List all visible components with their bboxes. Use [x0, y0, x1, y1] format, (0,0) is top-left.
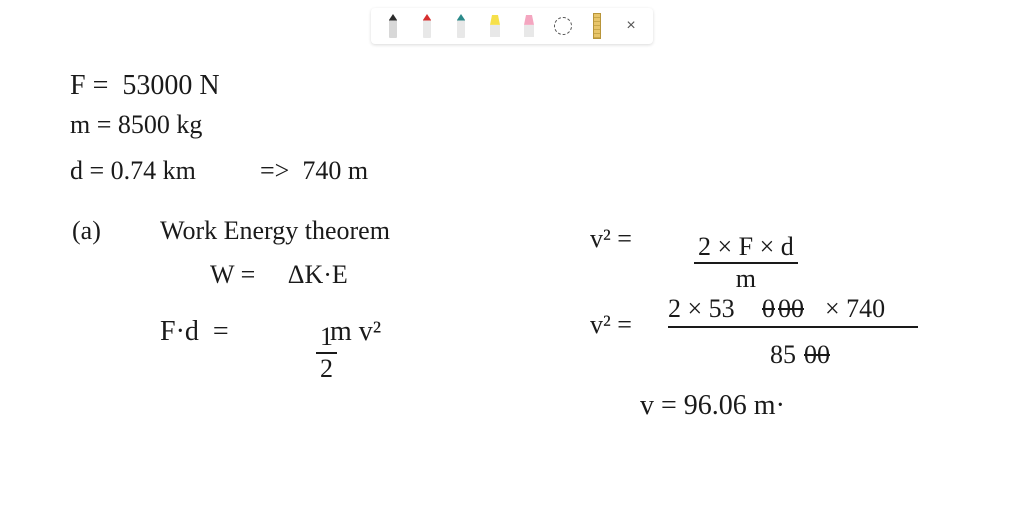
given-mass: m = 8500 kg	[70, 112, 202, 138]
given-distance-m: => 740 m	[260, 158, 368, 184]
v2-plug-num-cancel-2: 00	[778, 296, 804, 322]
theorem-title: Work Energy theorem	[160, 218, 390, 244]
work-equation: W = ΔK·E	[210, 262, 348, 288]
handwriting-canvas[interactable]: F = 53000 N m = 8500 kg d = 0.74 km => 7…	[0, 0, 1024, 512]
fd-equals: F·d =	[160, 318, 229, 346]
part-a-label: (a)	[72, 218, 101, 244]
mv-squared: m v²	[330, 318, 381, 346]
v2-plug-num-a: 2 × 53	[668, 296, 735, 322]
final-answer: v = 96.06 m·	[640, 392, 785, 420]
fraction-bar	[668, 326, 918, 328]
v2-plug-num-d: × 740	[812, 296, 885, 322]
v2-formula-lhs: v² =	[590, 226, 632, 252]
v2-plug-den-a: 85	[770, 342, 796, 368]
v2-plug-num-cancel-1: 0	[762, 296, 775, 322]
given-force: F = 53000 N	[70, 72, 220, 100]
given-distance-km: d = 0.74 km	[70, 158, 196, 184]
v2-plug-lhs: v² =	[590, 312, 632, 338]
one-half-fraction: 12	[290, 298, 337, 408]
v2-plug-den-cancel: 00	[804, 342, 830, 368]
